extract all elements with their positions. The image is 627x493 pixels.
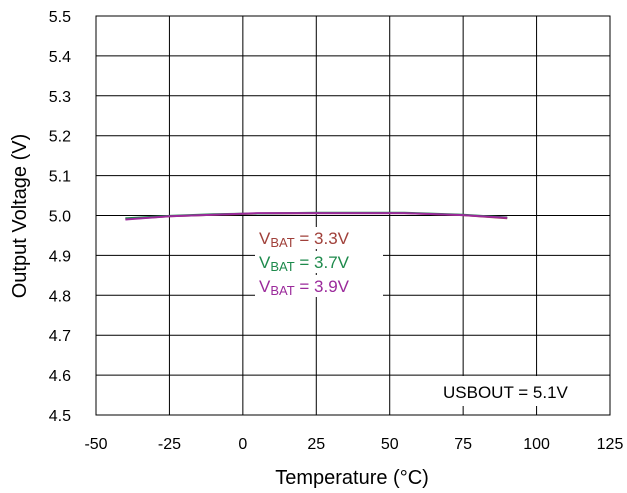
x-tick-label: 125 [597, 436, 624, 453]
y-tick-label: 5.5 [49, 9, 71, 26]
y-axis-title: Output Voltage (V) [9, 134, 31, 299]
y-tick-label: 4.6 [49, 368, 71, 385]
series-label-3: VBAT = 3.9V [259, 277, 350, 298]
x-tick-label: 75 [454, 436, 472, 453]
y-tick-label: 4.5 [49, 408, 71, 425]
series-label-2: VBAT = 3.7V [259, 253, 350, 274]
y-tick-label: 4.8 [49, 288, 71, 305]
y-tick-labels: 4.5 4.6 4.7 4.8 4.9 5.0 5.1 5.2 5.3 5.4 5.5 [49, 9, 71, 425]
series-label-background [255, 227, 383, 249]
y-tick-label: 5.3 [49, 89, 71, 106]
series-line-3 [125, 212, 508, 221]
usbout-annotation: USBOUT = 5.1V [443, 383, 569, 402]
series-label-1: VBAT = 3.3V [259, 229, 350, 250]
x-tick-label: -50 [84, 436, 107, 453]
annotation-background [436, 376, 604, 406]
plot-area-border [95, 15, 611, 416]
y-tick-label: 5.1 [49, 169, 71, 186]
series-labels: VBAT = 3.3V VBAT = 3.7V VBAT = 3.9V [255, 227, 383, 298]
y-tick-label: 5.2 [49, 129, 71, 146]
x-tick-label: 50 [381, 436, 399, 453]
y-tick-label: 5.4 [49, 49, 71, 66]
series-label-background [255, 251, 383, 273]
x-tick-label: 0 [238, 436, 247, 453]
x-tick-labels: -50 -25 0 25 50 75 100 125 [84, 436, 623, 453]
x-tick-label: 100 [523, 436, 550, 453]
y-tick-label: 5.0 [49, 209, 71, 226]
y-tick-label: 4.9 [49, 248, 71, 265]
x-axis-title: Temperature (°C) [275, 467, 429, 489]
series-lines [125, 211, 508, 221]
y-tick-label: 4.7 [49, 328, 71, 345]
x-tick-label: -25 [158, 436, 181, 453]
x-tick-label: 25 [307, 436, 325, 453]
series-label-background [255, 275, 383, 297]
